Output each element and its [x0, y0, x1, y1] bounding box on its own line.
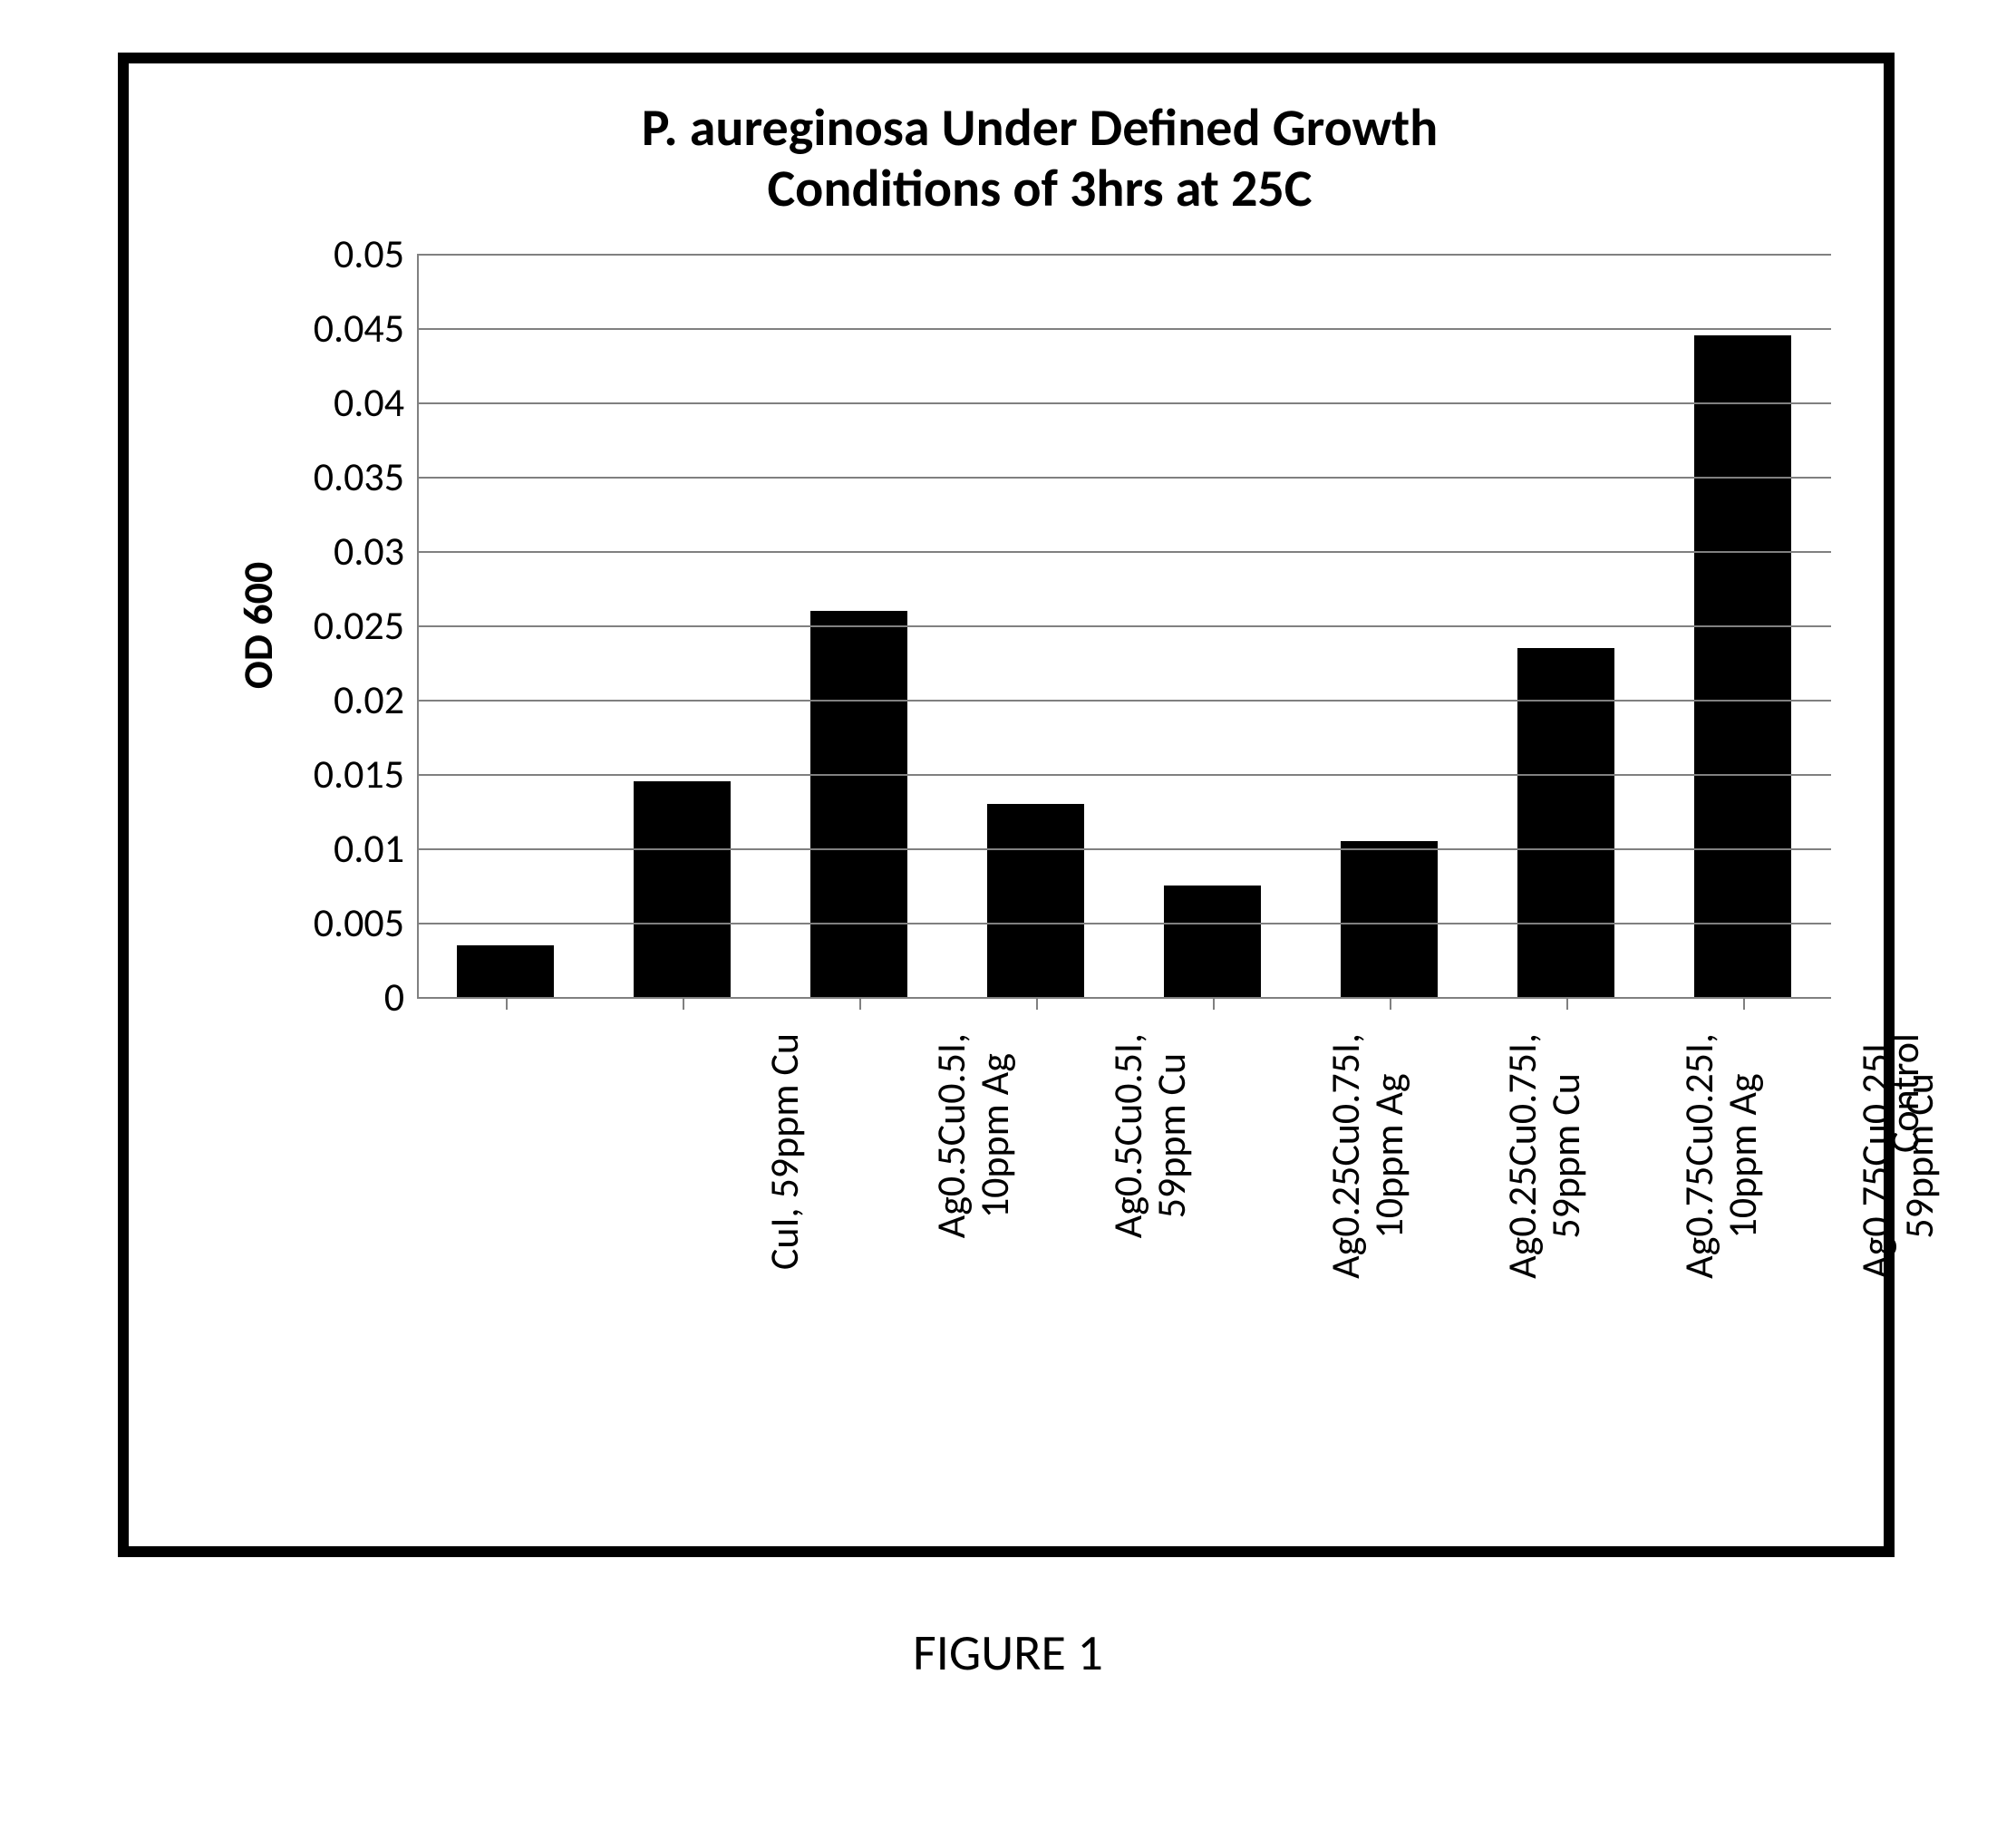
y-axis-title: OD 600 [233, 562, 284, 689]
y-tick-label: 0.025 [314, 601, 417, 650]
gridline [417, 700, 1831, 702]
gridline [417, 625, 1831, 627]
x-tick [1213, 997, 1215, 1010]
x-tick [1743, 997, 1745, 1010]
x-tick-label: Ag0.75Cu0.25I, 10ppm Ag [1678, 1033, 1764, 1279]
y-tick-label: 0.05 [334, 229, 417, 278]
x-tick-label: Ag0.5Cu0.5I, 10ppm Ag [930, 1033, 1016, 1238]
figure-caption: FIGURE 1 [736, 1622, 1280, 1684]
x-tick [1036, 997, 1038, 1010]
chart-frame: P. aureginosa Under Defined Growth Condi… [118, 53, 1895, 1557]
bar [1164, 886, 1261, 997]
y-tick-label: 0 [384, 973, 417, 1021]
x-tick [1566, 997, 1568, 1010]
bar [810, 611, 907, 997]
bar [1694, 335, 1791, 997]
y-tick-label: 0.02 [334, 675, 417, 724]
x-tick [683, 997, 684, 1010]
gridline [417, 477, 1831, 479]
x-tick-label: Ag0.25Cu0.75I, 59ppm Cu [1501, 1033, 1587, 1279]
plot-area: 00.0050.010.0150.020.0250.030.0350.040.0… [417, 254, 1831, 997]
x-tick [506, 997, 508, 1010]
y-tick-label: 0.03 [334, 527, 417, 576]
x-tick [859, 997, 861, 1010]
y-tick-label: 0.04 [334, 378, 417, 427]
y-tick-label: 0.01 [334, 824, 417, 873]
chart-title: P. aureginosa Under Defined Growth Condi… [315, 98, 1765, 218]
bar [634, 781, 731, 997]
x-tick-label: Control [1884, 1033, 1927, 1153]
x-tick [1390, 997, 1391, 1010]
x-tick-label: CuI, 59ppm Cu [763, 1033, 807, 1270]
y-tick-label: 0.035 [314, 452, 417, 501]
gridline [417, 997, 1831, 999]
x-tick-label: Ag0.25Cu0.75I, 10ppm Ag [1324, 1033, 1410, 1279]
gridline [417, 848, 1831, 850]
y-axis-line [417, 254, 419, 997]
gridline [417, 254, 1831, 256]
gridline [417, 551, 1831, 553]
bar [1341, 841, 1438, 997]
y-tick-label: 0.005 [314, 898, 417, 947]
x-tick-label: Ag0.5Cu0.5I, 59ppm Cu [1107, 1033, 1193, 1238]
gridline [417, 923, 1831, 924]
y-tick-label: 0.045 [314, 304, 417, 353]
page: P. aureginosa Under Defined Growth Condi… [0, 0, 2016, 1839]
bar [987, 804, 1084, 997]
gridline [417, 774, 1831, 776]
y-tick-label: 0.015 [314, 750, 417, 799]
gridline [417, 328, 1831, 330]
bar [457, 945, 554, 997]
gridline [417, 402, 1831, 404]
